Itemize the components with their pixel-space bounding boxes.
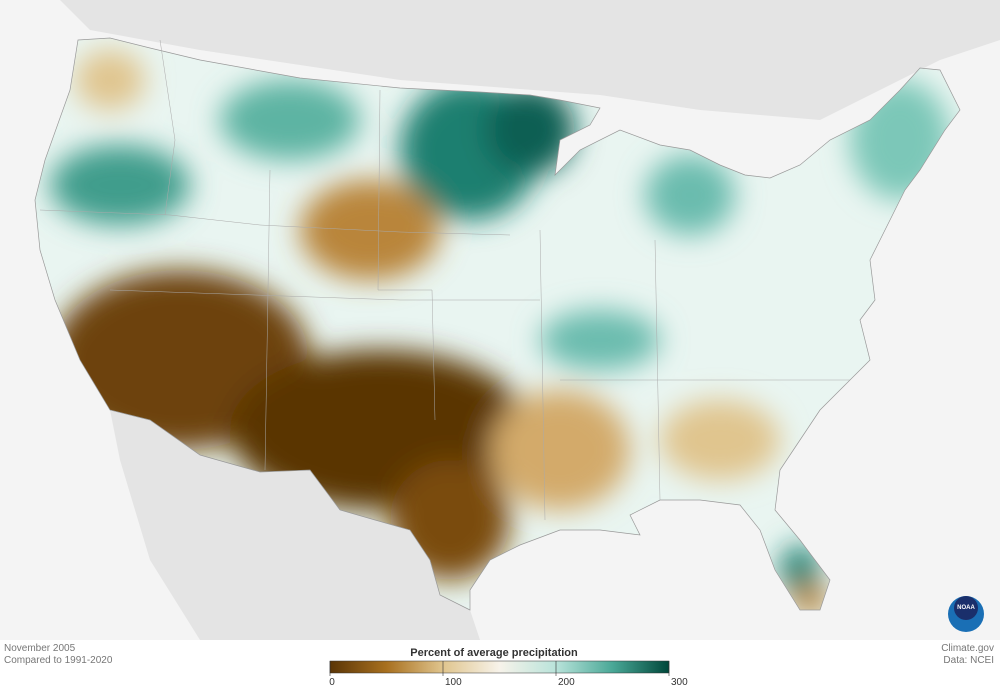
dry-area [660,400,780,480]
dry-area [75,50,145,110]
wet-area [220,80,360,160]
mexico [110,410,480,640]
dry-area [300,180,440,280]
colorbar-tick-label: 200 [558,677,575,688]
state-line [264,169,271,471]
dry-area [490,390,630,510]
state-line [377,89,436,421]
wet-area [485,85,575,175]
dry-area [790,585,830,610]
state-lines [39,39,850,521]
state-line [159,39,176,216]
logo-text: NOAA [957,605,975,611]
state-line [39,209,511,236]
caption-baseline: Compared to 1991-2020 [4,655,113,666]
legend-title: Percent of average precipitation [410,647,578,659]
canada [0,0,1000,120]
colorbar [329,660,670,674]
logo-center [954,596,978,620]
wet-area [780,545,820,595]
noaa-logo: NOAA [948,596,984,632]
credit-source: Data: NCEI [943,655,994,666]
caption-period: November 2005 [4,643,76,654]
colorbar-tick-label: 100 [445,677,462,688]
state-line [539,229,546,521]
us-outline [34,37,961,611]
wet-area [645,155,735,235]
wet-area [540,310,660,370]
state-line [654,239,661,501]
wet-area [50,145,190,225]
credit-site: Climate.gov [941,643,994,654]
colorbar-tick-label: 300 [671,677,688,688]
state-line [109,289,540,301]
colorbar-tick-label: 0 [329,677,335,688]
